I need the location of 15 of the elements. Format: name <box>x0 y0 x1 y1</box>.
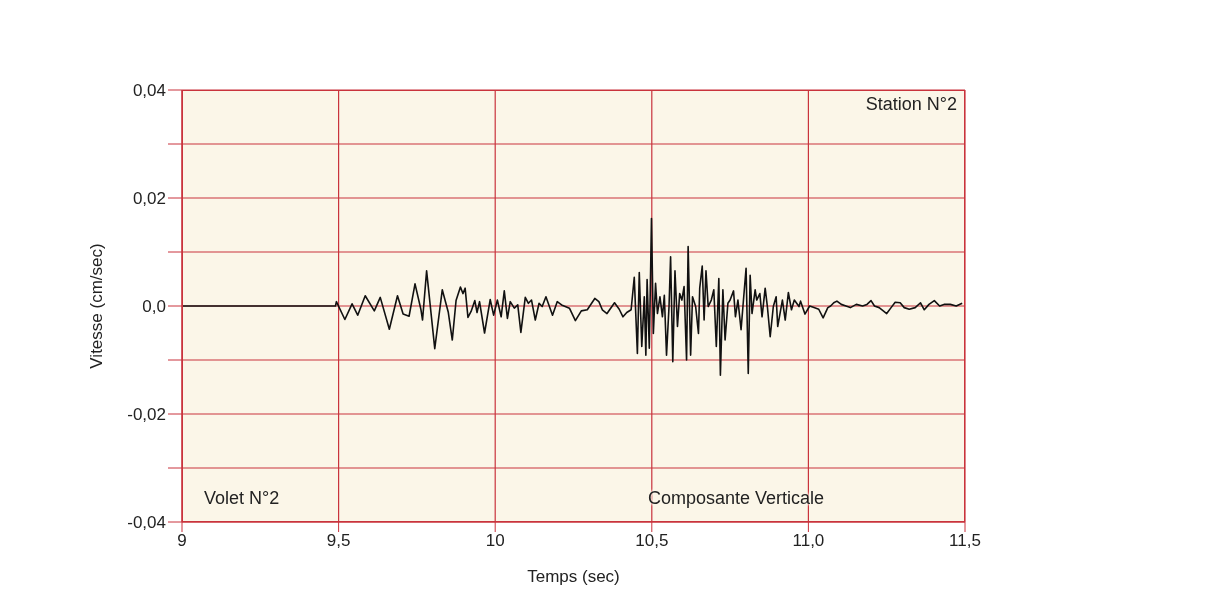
y-tick-label: 0,04 <box>132 81 166 101</box>
x-tick-label: 9,5 <box>326 531 351 551</box>
annotation: Volet N°2 <box>204 487 280 510</box>
x-tick-label: 11,0 <box>792 531 825 551</box>
y-tick-label: -0,04 <box>127 513 166 533</box>
x-tick-label: 11,5 <box>949 531 981 551</box>
y-tick-label: -0,02 <box>127 405 166 425</box>
annotation: Station N°2 <box>865 93 957 116</box>
x-tick-label: 10 <box>485 531 505 551</box>
y-tick-label: 0,02 <box>132 189 166 209</box>
x-tick-label: 9 <box>177 531 187 551</box>
y-axis-title: Vitesse (cm/sec) <box>87 243 107 369</box>
y-tick-label: 0,0 <box>142 297 166 317</box>
x-axis-title: Temps (sec) <box>527 567 620 586</box>
x-tick-label: 10,5 <box>635 531 669 551</box>
